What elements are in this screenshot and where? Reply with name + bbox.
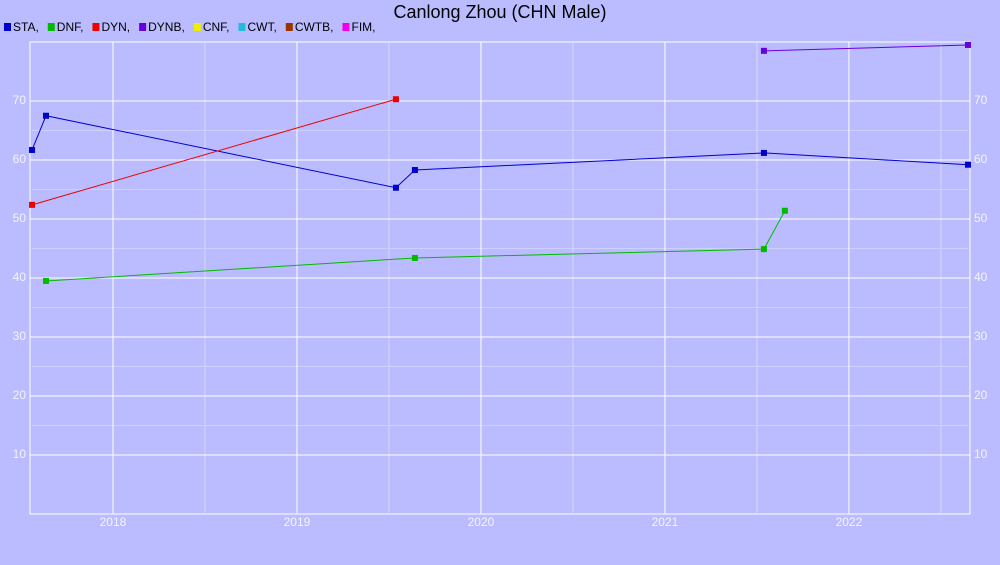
y-tick-label-right: 60	[974, 152, 988, 166]
data-point	[964, 41, 971, 48]
x-tick-label: 2019	[284, 515, 311, 529]
data-point	[43, 112, 50, 119]
legend-swatch	[4, 23, 11, 31]
legend-label: DYN,	[101, 20, 130, 34]
y-tick-label-right: 30	[974, 329, 988, 343]
legend-swatch	[92, 23, 100, 31]
legend-swatch	[139, 23, 147, 31]
legend-swatch	[238, 23, 246, 31]
data-point	[43, 277, 50, 284]
legend-label: DYNB,	[148, 20, 185, 34]
y-tick-label: 20	[13, 388, 27, 402]
y-tick-label: 40	[13, 270, 27, 284]
legend-label: DNF,	[57, 20, 84, 34]
series-line	[31, 98, 397, 206]
legend-label: STA,	[13, 20, 39, 34]
x-tick-label: 2022	[836, 515, 863, 529]
data-point	[781, 207, 788, 214]
y-tick-label: 30	[13, 329, 27, 343]
data-point	[760, 47, 767, 54]
x-tick-label: 2018	[100, 515, 127, 529]
data-point	[29, 201, 36, 208]
series-line	[763, 44, 968, 52]
y-tick-label-right: 20	[974, 388, 988, 402]
legend-label: CWTB,	[295, 20, 334, 34]
x-tick-label: 2021	[652, 515, 679, 529]
y-tick-label-right: 50	[974, 211, 988, 225]
legend-swatch	[47, 23, 55, 31]
series-line	[45, 210, 786, 282]
y-tick-label: 70	[13, 93, 27, 107]
x-tick-label: 2020	[468, 515, 495, 529]
data-point	[392, 184, 399, 191]
legend-label: CWT,	[247, 20, 276, 34]
data-point	[411, 254, 418, 261]
y-tick-label: 10	[13, 447, 27, 461]
chart-title: Canlong Zhou (CHN Male)	[393, 2, 606, 22]
y-tick-label-right: 70	[974, 93, 988, 107]
data-point	[392, 96, 399, 103]
y-tick-label: 50	[13, 211, 27, 225]
legend-swatch	[285, 23, 293, 31]
data-point	[411, 167, 418, 174]
y-tick-label-right: 40	[974, 270, 988, 284]
legend-label: FIM,	[351, 20, 375, 34]
legend-swatch	[193, 23, 201, 31]
data-point	[29, 146, 36, 153]
legend-swatch	[342, 23, 350, 31]
data-point	[760, 246, 767, 253]
series-line	[31, 115, 969, 189]
data-point	[964, 161, 971, 168]
legend-label: CNF,	[203, 20, 230, 34]
y-tick-label-right: 10	[974, 447, 988, 461]
y-tick-label: 60	[13, 152, 27, 166]
data-point	[760, 149, 767, 156]
